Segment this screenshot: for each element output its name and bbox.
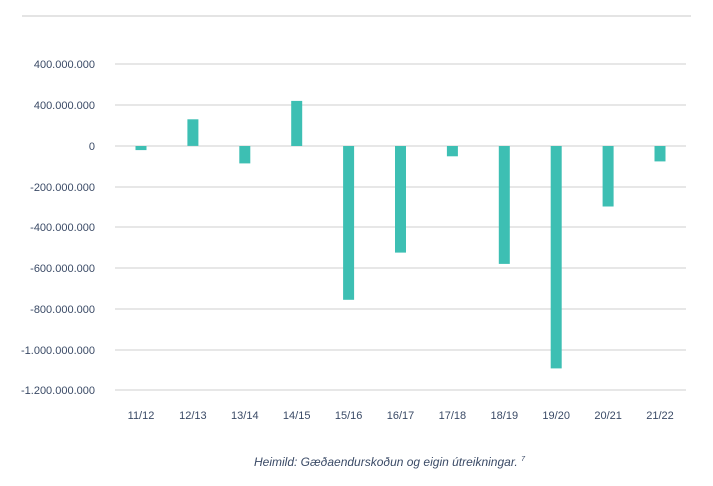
bar-11-12 bbox=[135, 146, 147, 151]
x-axis-tick-labels: 11/12 12/13 13/14 14/15 15/16 16/17 17/18 18/19… bbox=[128, 410, 674, 422]
y-tick-label: -200.000.000 bbox=[30, 182, 95, 194]
bar-15-16 bbox=[343, 146, 355, 300]
y-tick-label: 400.000.000 bbox=[34, 59, 95, 71]
bar-17-18 bbox=[446, 146, 458, 157]
x-tick-label: 16/17 bbox=[387, 410, 415, 422]
source-note: Heimild: Gæðaendurskoðun og eigin útreik… bbox=[254, 455, 526, 469]
x-tick-label: 18/19 bbox=[491, 410, 519, 422]
x-tick-label: 11/12 bbox=[128, 410, 155, 422]
x-tick-label: 20/21 bbox=[594, 410, 622, 422]
bar-21-22 bbox=[654, 146, 666, 162]
x-tick-label: 15/16 bbox=[335, 410, 363, 422]
y-tick-label: 0 bbox=[89, 141, 95, 153]
y-tick-label: -600.000.000 bbox=[30, 263, 95, 275]
y-tick-label: -1.000.000.000 bbox=[21, 345, 95, 357]
bars bbox=[135, 100, 666, 369]
x-tick-label: 19/20 bbox=[542, 410, 570, 422]
bar-14-15 bbox=[291, 100, 303, 146]
bar-20-21 bbox=[602, 146, 614, 207]
x-tick-label: 12/13 bbox=[179, 410, 207, 422]
y-axis-tick-labels: 400.000.000 400.000.000 0 -200.000.000 -400.… bbox=[21, 59, 95, 397]
y-tick-label: -1.200.000.000 bbox=[21, 385, 95, 397]
source-note-footnote: 7 bbox=[521, 456, 526, 463]
bar-16-17 bbox=[395, 146, 406, 253]
bar-18-19 bbox=[498, 146, 510, 264]
x-tick-label: 14/15 bbox=[283, 410, 311, 422]
bar-13-14 bbox=[239, 146, 251, 164]
source-note-text: Heimild: Gæðaendurskoðun og eigin útreik… bbox=[254, 455, 518, 469]
x-tick-label: 21/22 bbox=[646, 410, 674, 422]
y-tick-label: -800.000.000 bbox=[30, 304, 95, 316]
bar-19-20 bbox=[550, 146, 562, 369]
x-tick-label: 13/14 bbox=[231, 410, 259, 422]
bar-12-13 bbox=[187, 119, 199, 146]
y-tick-label: -400.000.000 bbox=[30, 222, 95, 234]
y-tick-label: 400.000.000 bbox=[34, 100, 95, 112]
x-tick-label: 17/18 bbox=[439, 410, 467, 422]
